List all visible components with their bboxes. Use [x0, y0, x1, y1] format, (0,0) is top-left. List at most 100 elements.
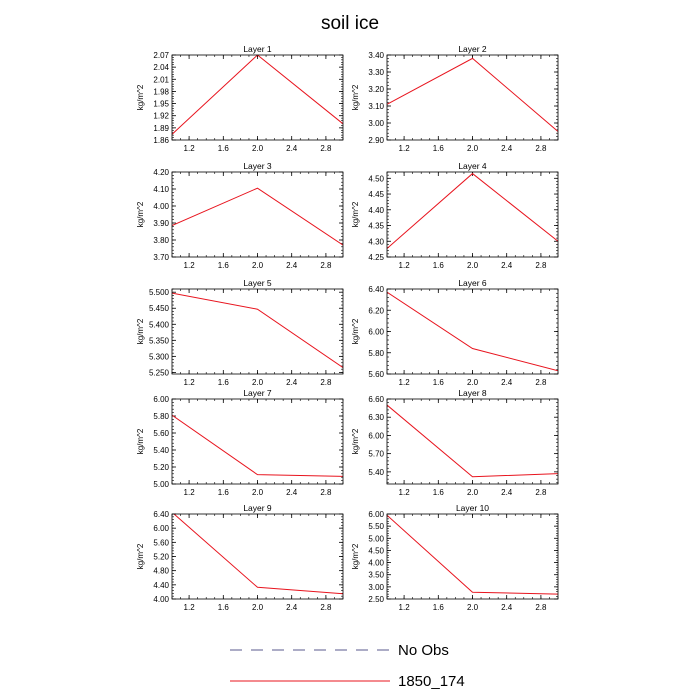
- panel-title: Layer 6: [458, 278, 487, 288]
- panel-layer-10: Layer 10 kg/m^2 1.2 1.6 2.0 2.4 2.8 2.50 3.00 3.5…: [351, 503, 559, 612]
- x-tick-label: 2.4: [286, 261, 298, 270]
- x-tick-label: 1.2: [399, 488, 411, 497]
- x-tick-label: 1.6: [433, 378, 445, 387]
- x-tick-label: 2.8: [320, 144, 332, 153]
- y-tick-label: 4.30: [368, 237, 384, 246]
- y-tick-label: 5.300: [149, 352, 170, 361]
- x-tick-label: 1.2: [184, 378, 196, 387]
- y-axis-label: kg/m^2: [351, 428, 360, 454]
- y-tick-label: 5.80: [153, 412, 169, 421]
- plot-frame: [171, 54, 344, 141]
- y-tick-label: 5.350: [149, 336, 170, 345]
- y-tick-label: 1.92: [153, 112, 169, 121]
- y-tick-label: 5.40: [368, 468, 384, 477]
- x-tick-label: 2.8: [320, 378, 332, 387]
- legend-label-no-obs: No Obs: [398, 642, 449, 659]
- x-tick-label: 2.8: [320, 261, 332, 270]
- x-tick-label: 1.2: [399, 144, 411, 153]
- x-tick-label: 1.2: [184, 261, 196, 270]
- x-tick-label: 1.2: [184, 488, 196, 497]
- x-tick-label: 2.4: [286, 488, 298, 497]
- y-tick-label: 5.80: [368, 349, 384, 358]
- y-tick-label: 5.60: [153, 429, 169, 438]
- y-tick-label: 2.04: [153, 63, 169, 72]
- y-tick-label: 4.45: [368, 190, 384, 199]
- y-axis-label: kg/m^2: [351, 543, 360, 569]
- y-tick-label: 3.00: [368, 119, 384, 128]
- series-line-1850-174: [387, 514, 558, 595]
- y-tick-label: 6.60: [368, 395, 384, 404]
- panel-title: Layer 2: [458, 44, 487, 54]
- plot-frame: [171, 171, 344, 258]
- y-tick-label: 3.80: [153, 236, 169, 245]
- y-tick-label: 1.89: [153, 124, 169, 133]
- x-tick-label: 2.8: [320, 488, 332, 497]
- panel-title: Layer 8: [458, 388, 487, 398]
- y-tick-label: 4.00: [153, 202, 169, 211]
- plot-frame: [171, 398, 344, 485]
- x-tick-label: 2.8: [535, 488, 547, 497]
- y-tick-label: 6.00: [368, 328, 384, 337]
- panel-layer-7: Layer 7 kg/m^2 1.2 1.6 2.0 2.4 2.8 5.00 5.20 5.40…: [136, 388, 344, 497]
- y-tick-label: 4.10: [153, 185, 169, 194]
- x-tick-label: 2.0: [252, 261, 264, 270]
- y-tick-label: 4.50: [368, 546, 384, 555]
- x-tick-label: 1.2: [399, 261, 411, 270]
- y-tick-label: 4.00: [153, 595, 169, 604]
- x-tick-label: 2.4: [286, 603, 298, 612]
- y-tick-label: 6.00: [368, 431, 384, 440]
- panel-layer-3: Layer 3 kg/m^2 1.2 1.6 2.0 2.4 2.8 3.70 3.80 3.90…: [136, 161, 344, 270]
- plot-frame: [171, 513, 344, 600]
- y-tick-label: 5.00: [153, 480, 169, 489]
- series-line-1850-174: [172, 187, 343, 246]
- y-tick-label: 2.50: [368, 595, 384, 604]
- plot-frame: [386, 398, 559, 485]
- y-tick-label: 3.30: [368, 68, 384, 77]
- y-tick-label: 5.20: [153, 463, 169, 472]
- y-tick-label: 6.30: [368, 413, 384, 422]
- y-tick-label: 5.20: [153, 553, 169, 562]
- y-tick-label: 6.40: [368, 285, 384, 294]
- y-tick-label: 3.20: [368, 85, 384, 94]
- y-axis-label: kg/m^2: [351, 84, 360, 110]
- panel-layer-9: Layer 9 kg/m^2 1.2 1.6 2.0 2.4 2.8 4.00 4.40 4.80…: [136, 503, 344, 612]
- y-tick-label: 4.25: [368, 253, 384, 262]
- x-tick-label: 1.6: [218, 378, 230, 387]
- x-tick-label: 2.0: [467, 488, 479, 497]
- y-tick-label: 5.500: [149, 288, 170, 297]
- x-tick-label: 1.2: [399, 378, 411, 387]
- y-tick-label: 6.40: [153, 510, 169, 519]
- panel-title: Layer 9: [243, 503, 272, 513]
- panel-title: Layer 10: [456, 503, 489, 513]
- plot-frame: [386, 171, 559, 258]
- x-tick-label: 2.0: [467, 261, 479, 270]
- series-line-1850-174: [172, 414, 343, 477]
- y-tick-label: 3.00: [368, 583, 384, 592]
- panel-layer-2: Layer 2 kg/m^2 1.2 1.6 2.0 2.4 2.8 2.90 3.00 3.10…: [351, 44, 559, 153]
- y-tick-label: 4.40: [153, 581, 169, 590]
- panel-layer-5: Layer 5 kg/m^2 1.2 1.6 2.0 2.4 2.8 5.250 5.300 5.…: [136, 278, 344, 387]
- series-line-1850-174: [172, 292, 343, 368]
- y-axis-label: kg/m^2: [136, 201, 145, 227]
- x-tick-label: 2.8: [320, 603, 332, 612]
- x-tick-label: 2.0: [467, 603, 479, 612]
- x-tick-label: 2.8: [535, 603, 547, 612]
- x-tick-label: 1.6: [218, 603, 230, 612]
- x-tick-label: 2.0: [252, 488, 264, 497]
- y-tick-label: 5.450: [149, 304, 170, 313]
- series-line-1850-174: [387, 172, 558, 249]
- y-tick-label: 6.20: [368, 306, 384, 315]
- y-axis-label: kg/m^2: [351, 201, 360, 227]
- x-tick-label: 2.4: [501, 603, 513, 612]
- panel-title: Layer 5: [243, 278, 272, 288]
- series-line-1850-174: [173, 514, 343, 595]
- x-tick-label: 1.2: [184, 144, 196, 153]
- panel-title: Layer 3: [243, 161, 272, 171]
- plot-frame: [386, 288, 559, 375]
- panel-layer-8: Layer 8 kg/m^2 1.2 1.6 2.0 2.4 2.8 5.40 5.70 6.00…: [351, 388, 559, 497]
- figure-title: soil ice: [321, 13, 379, 34]
- y-tick-label: 5.250: [149, 368, 170, 377]
- y-tick-label: 5.400: [149, 320, 170, 329]
- x-tick-label: 2.8: [535, 378, 547, 387]
